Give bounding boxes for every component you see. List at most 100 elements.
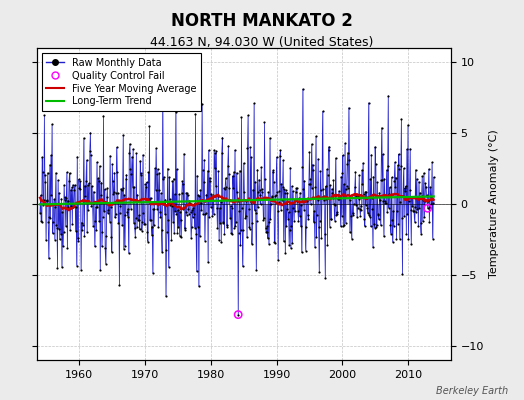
Point: [269, 178, 278, 185]
Point: [57, 231, 65, 237]
Point: [78, 219, 86, 226]
Point: [396, 236, 404, 242]
Point: [146, 217, 154, 223]
Point: [260, 215, 268, 221]
Point: [95, 163, 104, 169]
Point: [189, 204, 198, 211]
Point: [332, 155, 340, 161]
Point: [422, 193, 431, 199]
Point: [113, 144, 121, 151]
Point: [325, 143, 333, 150]
Point: [210, 211, 218, 218]
Point: [181, 227, 189, 233]
Point: [81, 182, 89, 189]
Point: [427, 194, 435, 200]
Point: [421, 180, 430, 186]
Point: [267, 201, 275, 208]
Point: [332, 212, 341, 218]
Point: [220, 185, 228, 191]
Point: [227, 205, 236, 212]
Point: [96, 267, 104, 273]
Point: [46, 215, 54, 222]
Point: [412, 176, 421, 182]
Point: [199, 211, 208, 218]
Point: [170, 191, 179, 197]
Point: [273, 189, 281, 196]
Point: [341, 220, 350, 226]
Point: [396, 199, 405, 205]
Point: [410, 208, 418, 214]
Point: [164, 217, 172, 223]
Point: [268, 193, 276, 200]
Point: [38, 154, 46, 160]
Point: [115, 282, 124, 289]
Point: [143, 179, 151, 186]
Point: [364, 210, 372, 216]
Point: [286, 227, 294, 233]
Point: [217, 150, 226, 156]
Point: [52, 170, 60, 176]
Point: [329, 177, 337, 183]
Point: [118, 184, 127, 191]
Point: [179, 181, 187, 188]
Point: [184, 206, 192, 212]
Point: [329, 194, 337, 201]
Point: [74, 176, 83, 182]
Point: [320, 193, 328, 200]
Point: [213, 225, 222, 231]
Point: [281, 250, 289, 256]
Point: [336, 223, 345, 230]
Point: [296, 190, 304, 196]
Point: [207, 191, 215, 197]
Point: [337, 174, 345, 180]
Point: [378, 177, 386, 183]
Point: [366, 223, 375, 230]
Point: [70, 186, 79, 193]
Point: [71, 182, 79, 188]
Point: [195, 233, 204, 239]
Point: [142, 184, 150, 190]
Point: [383, 209, 391, 216]
Point: [254, 204, 262, 211]
Point: [419, 197, 428, 204]
Point: [40, 112, 49, 118]
Point: [77, 178, 85, 184]
Point: [64, 204, 73, 210]
Point: [337, 212, 346, 219]
Point: [387, 230, 395, 237]
Point: [394, 221, 402, 227]
Point: [385, 190, 394, 197]
Point: [269, 167, 277, 174]
Point: [40, 197, 48, 203]
Point: [312, 133, 320, 140]
Point: [392, 236, 401, 242]
Point: [97, 180, 105, 186]
Point: [141, 181, 149, 187]
Point: [131, 234, 139, 240]
Text: 44.163 N, 94.030 W (United States): 44.163 N, 94.030 W (United States): [150, 36, 374, 49]
Point: [319, 185, 328, 192]
Point: [116, 210, 124, 216]
Point: [102, 233, 111, 239]
Point: [233, 189, 241, 196]
Point: [417, 220, 425, 227]
Point: [253, 218, 261, 225]
Point: [116, 203, 125, 210]
Point: [71, 228, 80, 234]
Point: [248, 220, 257, 227]
Point: [103, 194, 111, 200]
Point: [428, 159, 436, 166]
Point: [252, 210, 260, 216]
Point: [60, 196, 69, 203]
Point: [43, 170, 52, 176]
Point: [130, 225, 139, 231]
Point: [246, 144, 255, 150]
Point: [300, 206, 308, 213]
Point: [120, 192, 128, 198]
Point: [165, 264, 173, 270]
Point: [287, 223, 296, 230]
Point: [276, 147, 285, 154]
Point: [168, 203, 176, 209]
Point: [398, 271, 407, 278]
Point: [209, 192, 217, 198]
